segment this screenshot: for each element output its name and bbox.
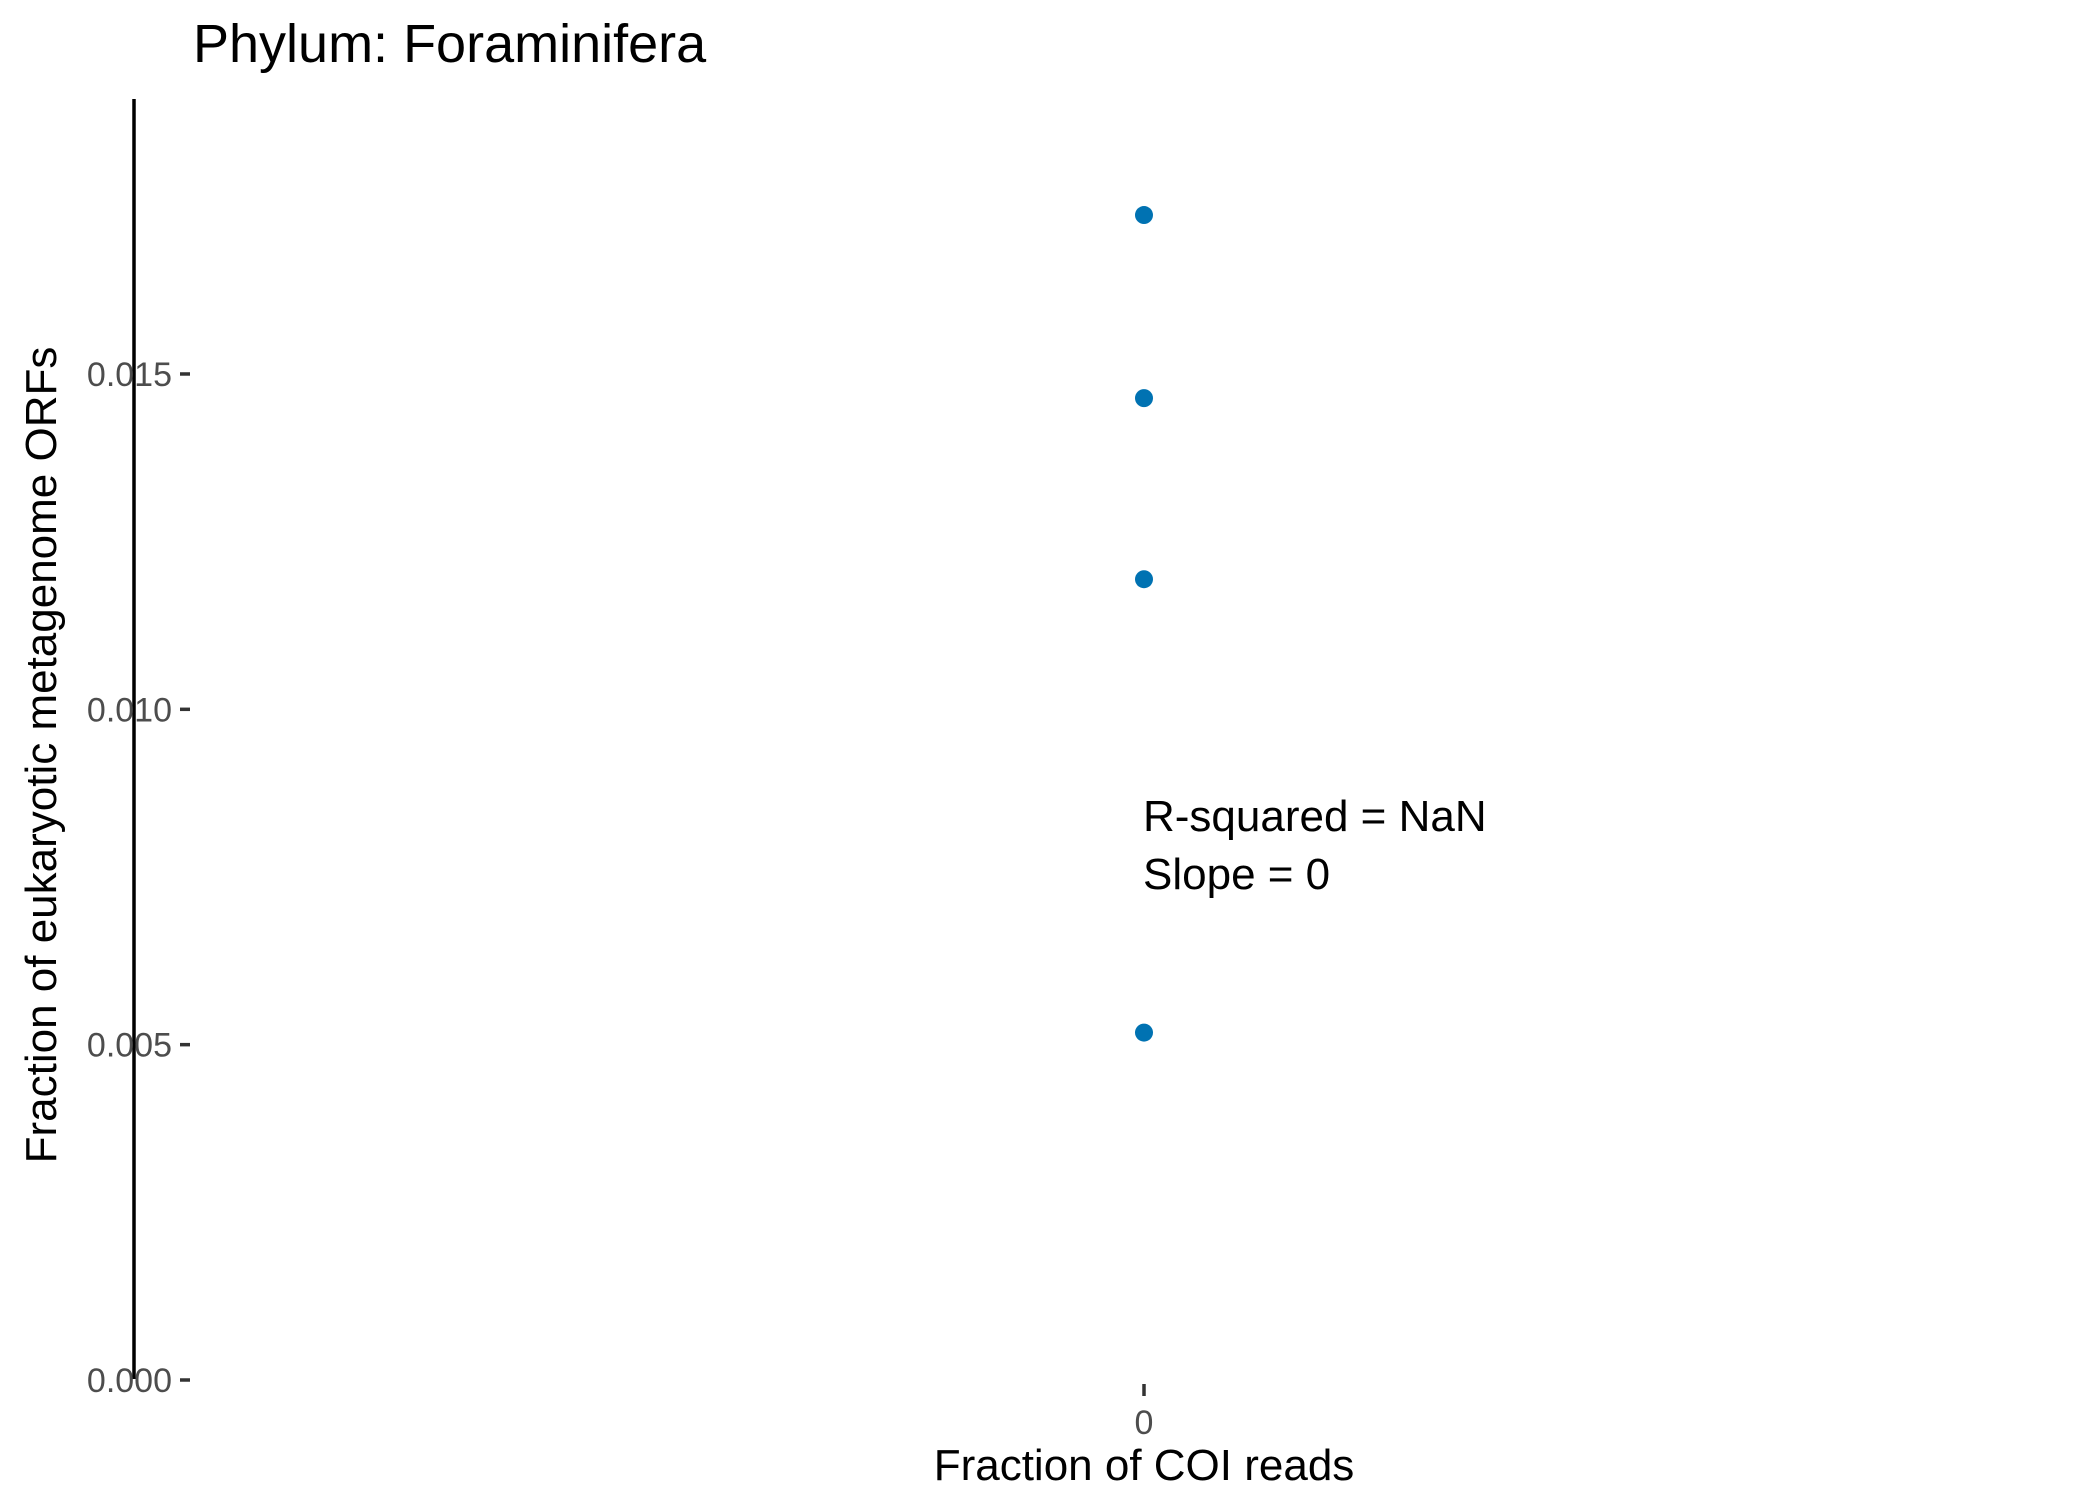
y-tick-label: 0.000	[87, 1362, 172, 1400]
x-tick-label: 0	[1135, 1404, 1154, 1442]
data-point	[1135, 389, 1153, 408]
data-point	[1135, 570, 1153, 589]
data-points	[1135, 206, 1153, 1042]
y-tick-label: 0.010	[87, 691, 172, 729]
y-axis-title: Fraction of eukaryotic metagenome ORFs	[17, 347, 66, 1164]
r-squared-annotation: R-squared = NaN	[1143, 792, 1487, 841]
chart-title: Phylum: Foraminifera	[193, 14, 707, 74]
slope-annotation: Slope = 0	[1143, 850, 1330, 899]
x-axis-ticks: 0	[1135, 1384, 1154, 1442]
data-point	[1135, 1023, 1153, 1042]
y-tick-label: 0.015	[87, 356, 172, 394]
y-axis-ticks: 0.000 0.005 0.010 0.015	[87, 356, 190, 1400]
data-point	[1135, 206, 1153, 225]
y-tick-label: 0.005	[87, 1027, 172, 1065]
x-axis-title: Fraction of COI reads	[934, 1441, 1355, 1490]
